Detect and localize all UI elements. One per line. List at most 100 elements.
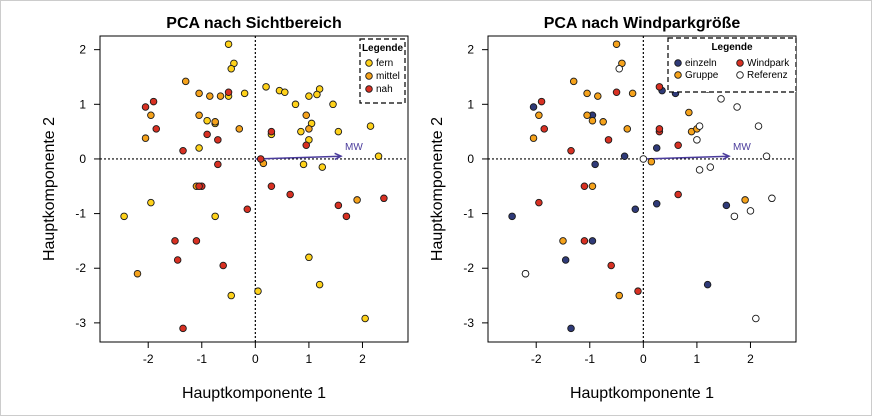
- x-tick-label: 1: [306, 352, 313, 366]
- legend-marker: [365, 85, 373, 93]
- x-tick-label: 2: [359, 352, 366, 366]
- data-point-nah: [342, 212, 351, 221]
- data-point-fern: [211, 212, 219, 221]
- data-point-fern: [240, 89, 249, 98]
- data-point-mittel: [181, 77, 190, 86]
- data-point-fern: [227, 291, 235, 300]
- data-point-windpark: [655, 125, 664, 133]
- chart-title: PCA nach Sichtbereich: [166, 15, 341, 32]
- data-point-referenz: [695, 166, 704, 174]
- data-point-referenz: [706, 163, 715, 171]
- legend-marker: [365, 59, 373, 67]
- legend-label: fern: [376, 58, 393, 69]
- legend-label: Gruppe: [685, 70, 719, 81]
- x-tick-label: 0: [252, 352, 259, 366]
- data-point-einzeln: [722, 201, 731, 210]
- mean-arrow-head: [722, 152, 731, 161]
- mean-arrow-label: MW: [345, 142, 363, 153]
- data-point-mittel: [195, 111, 203, 119]
- data-point-gruppe: [647, 157, 656, 166]
- data-point-fern: [329, 100, 337, 109]
- plot-area: [487, 35, 797, 343]
- data-point-gruppe: [612, 40, 621, 48]
- data-point-windpark: [540, 125, 548, 133]
- legend-title: Legende: [711, 42, 753, 53]
- y-tick-label: -3: [75, 316, 86, 330]
- mean-arrow: [255, 155, 342, 160]
- data-point-fern: [195, 144, 203, 152]
- data-point-nah: [334, 201, 343, 210]
- plot-area: [99, 35, 409, 343]
- data-point-referenz: [733, 103, 741, 111]
- data-point-mittel: [133, 269, 142, 278]
- data-point-fern: [297, 127, 305, 136]
- data-point-gruppe: [628, 89, 637, 98]
- data-point-nah: [224, 88, 233, 97]
- data-point-einzeln: [561, 256, 570, 264]
- data-point-nah: [171, 237, 179, 245]
- y-axis-label: Hauptkomponente 2: [41, 117, 58, 261]
- data-point-gruppe: [599, 118, 607, 126]
- data-point-mittel: [305, 125, 313, 133]
- legend-title: Legende: [362, 43, 404, 54]
- data-point-gruppe: [623, 125, 632, 133]
- data-point-nah: [267, 127, 276, 136]
- x-tick-label: -2: [531, 352, 542, 366]
- data-point-mittel: [195, 89, 203, 98]
- y-tick-label: 0: [79, 152, 86, 166]
- data-point-mittel: [302, 111, 310, 119]
- data-point-windpark: [604, 136, 613, 144]
- data-point-referenz: [521, 269, 530, 278]
- data-point-fern: [291, 100, 300, 109]
- data-point-fern: [203, 116, 211, 125]
- y-tick-label: 1: [467, 97, 474, 111]
- mean-arrow-label: MW: [733, 142, 751, 153]
- data-point-referenz: [639, 155, 648, 163]
- data-point-nah: [149, 97, 158, 106]
- data-point-windpark: [607, 261, 615, 270]
- x-axis-label: Hauptkomponente 1: [570, 385, 714, 402]
- data-point-mittel: [216, 92, 225, 100]
- data-point-windpark: [537, 97, 546, 106]
- data-point-fern: [254, 287, 262, 295]
- data-point-windpark: [634, 287, 642, 295]
- data-point-fern: [318, 163, 327, 171]
- data-point-windpark: [612, 88, 621, 97]
- data-point-gruppe: [583, 111, 591, 119]
- legend-label: mittel: [376, 71, 400, 82]
- data-point-gruppe: [535, 111, 543, 119]
- data-point-nah: [286, 190, 294, 199]
- data-point-einzeln: [591, 160, 599, 169]
- legend-label: Windpark: [747, 58, 790, 69]
- data-point-windpark: [674, 190, 682, 199]
- data-point-referenz: [762, 152, 771, 160]
- data-point-fern: [227, 65, 235, 73]
- data-point-einzeln: [703, 280, 712, 289]
- data-point-nah: [192, 237, 201, 245]
- data-point-einzeln: [620, 152, 629, 160]
- y-tick-label: -1: [75, 207, 86, 221]
- legend-label: Referenz: [747, 70, 788, 81]
- data-point-windpark: [580, 182, 589, 191]
- data-point-fern: [120, 212, 128, 221]
- data-point-gruppe: [594, 92, 602, 100]
- y-tick-label: 0: [467, 152, 474, 166]
- data-point-windpark: [674, 141, 682, 150]
- data-point-nah: [179, 324, 187, 333]
- data-point-mittel: [211, 118, 219, 126]
- data-point-einzeln: [588, 237, 597, 245]
- y-axis-label: Hauptkomponente 2: [429, 117, 446, 261]
- x-tick-label: -2: [143, 352, 154, 366]
- y-tick-label: -2: [463, 261, 474, 275]
- y-tick-label: 1: [79, 97, 86, 111]
- data-point-gruppe: [685, 108, 693, 117]
- data-point-nah: [195, 182, 203, 191]
- data-point-fern: [315, 280, 324, 289]
- data-point-referenz: [695, 122, 704, 130]
- data-point-referenz: [754, 122, 763, 130]
- data-point-referenz: [730, 212, 739, 221]
- legend-label: nah: [376, 84, 393, 95]
- data-point-windpark: [567, 146, 575, 155]
- data-point-gruppe: [588, 182, 597, 191]
- data-point-fern: [299, 160, 308, 169]
